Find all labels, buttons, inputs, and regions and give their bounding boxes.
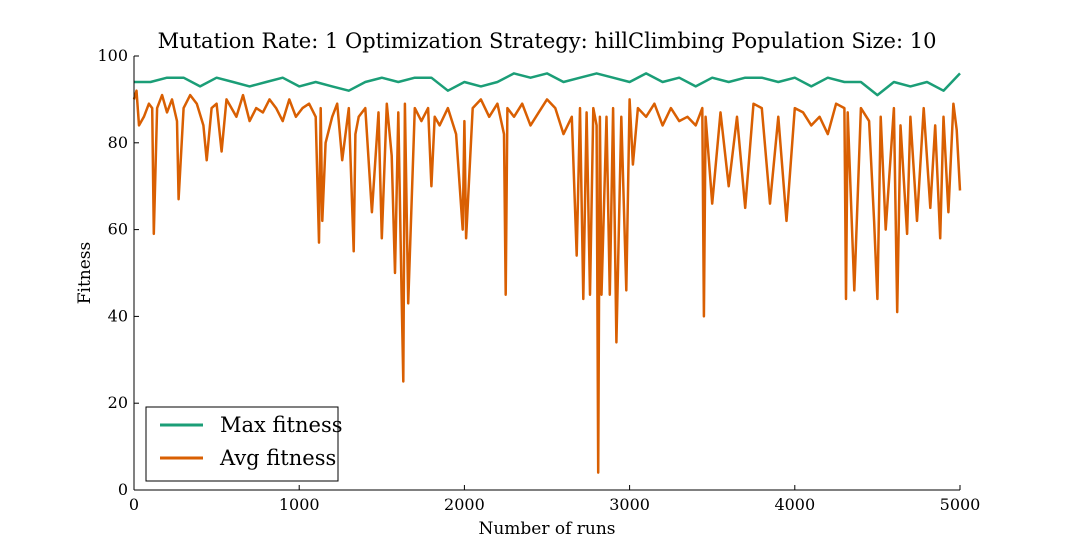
y-tick-label: 20 bbox=[108, 393, 128, 412]
ticks: 0 1000 2000 3000 4000 5000 0 20 40 60 80 100 bbox=[97, 46, 980, 514]
x-tick-label: 4000 bbox=[774, 495, 815, 514]
y-tick-label: 40 bbox=[108, 306, 128, 325]
x-tick-label: 0 bbox=[129, 495, 139, 514]
series-line-avg-fitness bbox=[132, 89, 962, 474]
y-tick-label: 80 bbox=[108, 133, 128, 152]
y-axis-label: Fitness bbox=[75, 242, 95, 305]
y-tick-label: 100 bbox=[97, 46, 128, 65]
y-tick-label: 0 bbox=[118, 480, 128, 499]
axes bbox=[133, 56, 960, 491]
x-tick-label: 5000 bbox=[940, 495, 981, 514]
x-tick-label: 1000 bbox=[279, 495, 320, 514]
legend-box bbox=[145, 406, 339, 482]
chart-title: Mutation Rate: 1 Optimization Strategy: … bbox=[158, 29, 937, 53]
legend: Max fitness Avg fitness bbox=[145, 406, 343, 482]
y-tick-label: 60 bbox=[108, 220, 128, 239]
series-line-max-fitness bbox=[134, 72, 961, 97]
legend-label: Avg fitness bbox=[219, 446, 336, 470]
plot-lines bbox=[132, 72, 962, 474]
x-tick-label: 2000 bbox=[444, 495, 485, 514]
x-axis-label: Number of runs bbox=[478, 519, 615, 539]
x-tick-label: 3000 bbox=[609, 495, 650, 514]
legend-label: Max fitness bbox=[220, 413, 343, 437]
